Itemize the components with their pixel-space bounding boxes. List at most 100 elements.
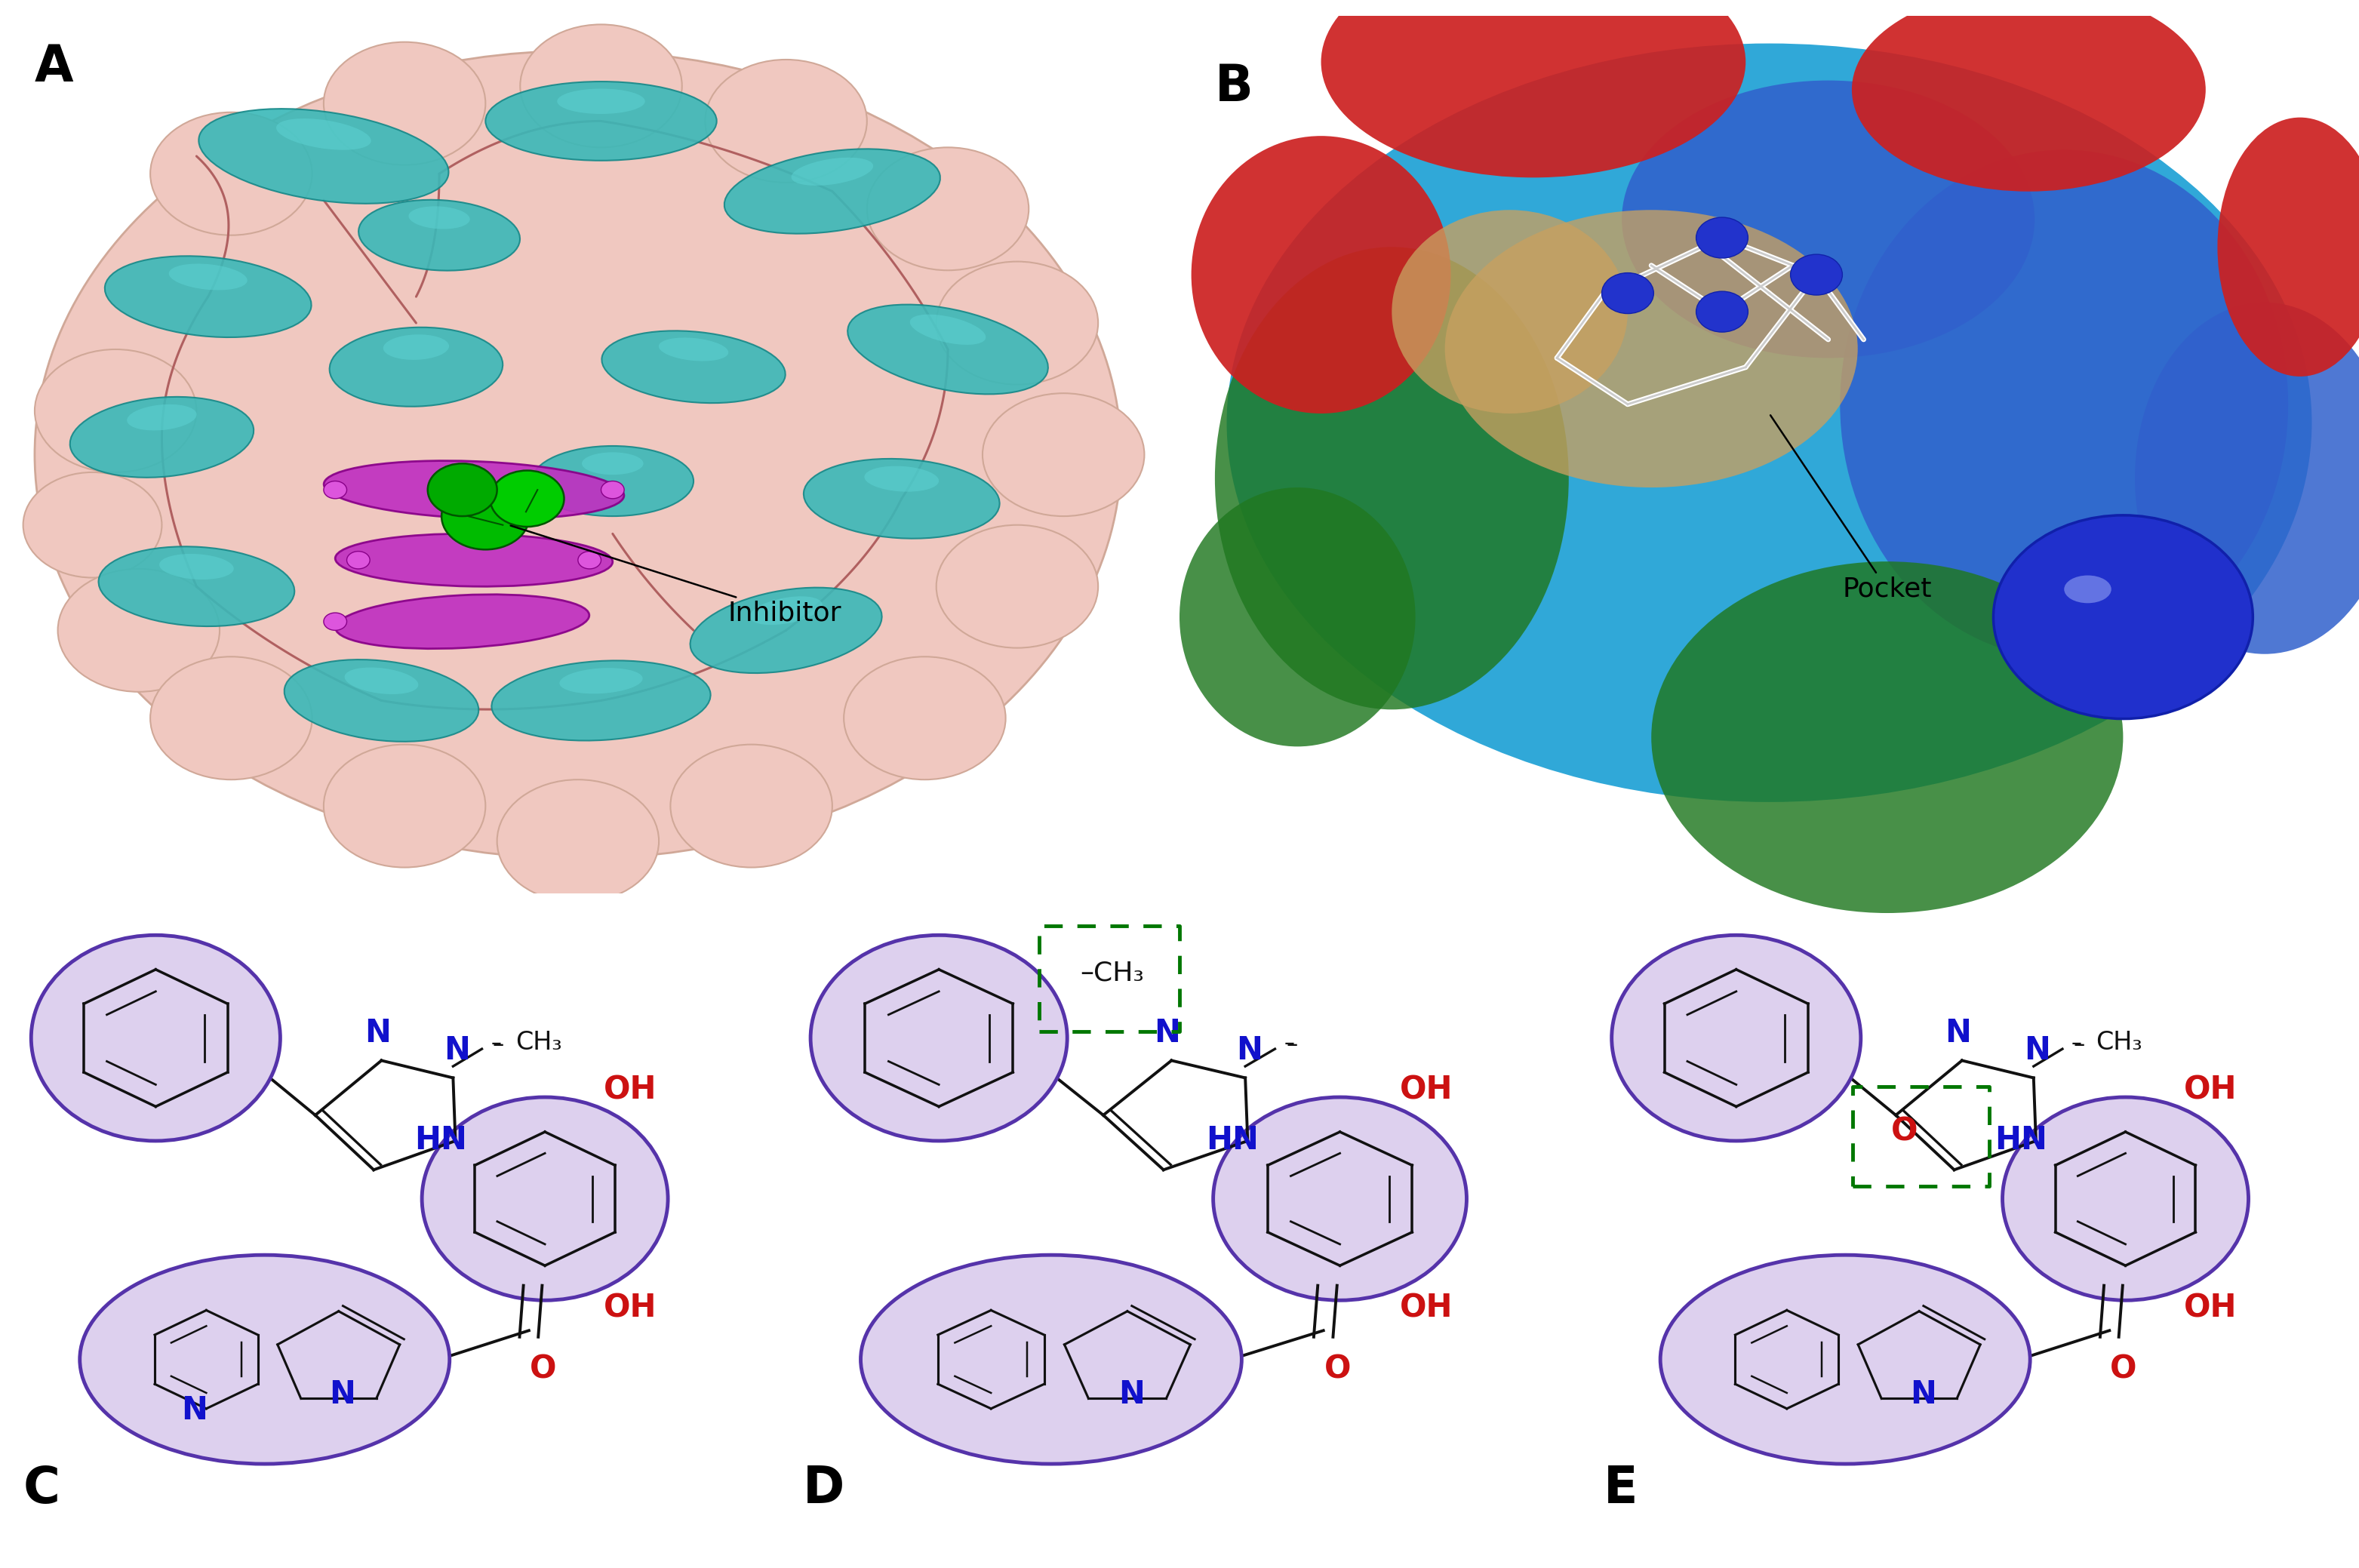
Circle shape xyxy=(811,935,1066,1142)
Text: CH₃: CH₃ xyxy=(514,1030,561,1055)
Text: N: N xyxy=(363,1018,392,1049)
Ellipse shape xyxy=(531,445,694,516)
Circle shape xyxy=(1696,292,1748,332)
Ellipse shape xyxy=(1444,210,1859,488)
Circle shape xyxy=(31,935,281,1142)
Text: HN: HN xyxy=(415,1124,467,1156)
Circle shape xyxy=(1790,254,1842,295)
Circle shape xyxy=(323,613,347,630)
Text: A: A xyxy=(35,42,73,93)
Circle shape xyxy=(578,552,602,569)
Ellipse shape xyxy=(80,1254,451,1465)
Circle shape xyxy=(323,745,486,867)
Circle shape xyxy=(323,481,347,499)
Text: –: – xyxy=(491,1033,500,1054)
Ellipse shape xyxy=(863,466,939,492)
Circle shape xyxy=(602,481,625,499)
Ellipse shape xyxy=(323,461,625,519)
Text: N: N xyxy=(2024,1035,2050,1066)
Ellipse shape xyxy=(486,82,717,160)
Ellipse shape xyxy=(160,554,234,580)
Ellipse shape xyxy=(1180,488,1415,746)
Text: –: – xyxy=(2071,1033,2081,1054)
Text: OH: OH xyxy=(604,1074,656,1105)
Ellipse shape xyxy=(330,328,502,406)
Text: –: – xyxy=(1283,1033,1295,1054)
Circle shape xyxy=(1993,516,2253,718)
Ellipse shape xyxy=(491,660,710,740)
Text: OH: OH xyxy=(2184,1292,2236,1323)
Circle shape xyxy=(347,552,370,569)
Circle shape xyxy=(498,779,658,903)
Circle shape xyxy=(151,113,311,235)
Text: N: N xyxy=(1118,1378,1144,1411)
Circle shape xyxy=(57,569,219,691)
Ellipse shape xyxy=(344,668,418,695)
Ellipse shape xyxy=(691,588,882,673)
Ellipse shape xyxy=(71,397,255,478)
Ellipse shape xyxy=(127,405,196,431)
Ellipse shape xyxy=(1840,151,2288,659)
Ellipse shape xyxy=(1215,246,1569,709)
Text: N: N xyxy=(1154,1018,1180,1049)
Text: Pocket: Pocket xyxy=(1769,416,1932,602)
Ellipse shape xyxy=(382,334,448,359)
Ellipse shape xyxy=(335,533,613,586)
Circle shape xyxy=(323,42,486,165)
Ellipse shape xyxy=(2064,575,2111,604)
Circle shape xyxy=(937,525,1097,648)
Ellipse shape xyxy=(285,660,479,742)
Text: OH: OH xyxy=(1399,1292,1453,1323)
Ellipse shape xyxy=(99,547,295,626)
Circle shape xyxy=(705,60,868,182)
Text: N: N xyxy=(443,1035,469,1066)
Text: –: – xyxy=(1286,1033,1297,1055)
Ellipse shape xyxy=(276,119,370,151)
Circle shape xyxy=(441,483,528,549)
Text: N: N xyxy=(1236,1035,1262,1066)
Ellipse shape xyxy=(724,149,941,234)
Ellipse shape xyxy=(335,594,590,649)
Ellipse shape xyxy=(790,157,873,185)
Text: HN: HN xyxy=(1205,1124,1260,1156)
Ellipse shape xyxy=(198,108,448,204)
Circle shape xyxy=(151,657,311,779)
Text: OH: OH xyxy=(604,1292,656,1323)
Circle shape xyxy=(422,1098,668,1300)
Text: N: N xyxy=(1911,1378,1937,1411)
Text: N: N xyxy=(1944,1018,1972,1049)
Ellipse shape xyxy=(1852,0,2206,191)
Ellipse shape xyxy=(1321,0,1746,177)
Text: Inhibitor: Inhibitor xyxy=(510,525,842,626)
Ellipse shape xyxy=(583,452,644,475)
Ellipse shape xyxy=(750,596,823,624)
Text: OH: OH xyxy=(2184,1074,2236,1105)
Ellipse shape xyxy=(911,315,986,345)
Text: N: N xyxy=(330,1378,356,1411)
Ellipse shape xyxy=(170,263,248,290)
Ellipse shape xyxy=(861,1254,1241,1465)
Text: HN: HN xyxy=(1996,1124,2048,1156)
Ellipse shape xyxy=(104,256,311,337)
Text: O: O xyxy=(1892,1115,1918,1148)
Circle shape xyxy=(519,25,682,147)
Text: O: O xyxy=(2109,1353,2137,1385)
Text: –: – xyxy=(493,1033,505,1055)
Ellipse shape xyxy=(658,337,729,361)
Text: O: O xyxy=(1323,1353,1352,1385)
Text: OH: OH xyxy=(1399,1074,1453,1105)
Ellipse shape xyxy=(359,199,519,271)
Text: E: E xyxy=(1604,1465,1637,1513)
Text: CH₃: CH₃ xyxy=(2095,1030,2142,1055)
Ellipse shape xyxy=(35,50,1121,859)
Ellipse shape xyxy=(847,304,1047,394)
Ellipse shape xyxy=(1623,80,2033,358)
Ellipse shape xyxy=(1661,1254,2031,1465)
Ellipse shape xyxy=(1392,210,1628,414)
Circle shape xyxy=(845,657,1005,779)
Text: –CH₃: –CH₃ xyxy=(1080,961,1144,986)
Circle shape xyxy=(491,470,564,527)
Circle shape xyxy=(2003,1098,2248,1300)
Circle shape xyxy=(937,262,1097,384)
Circle shape xyxy=(1611,935,1861,1142)
